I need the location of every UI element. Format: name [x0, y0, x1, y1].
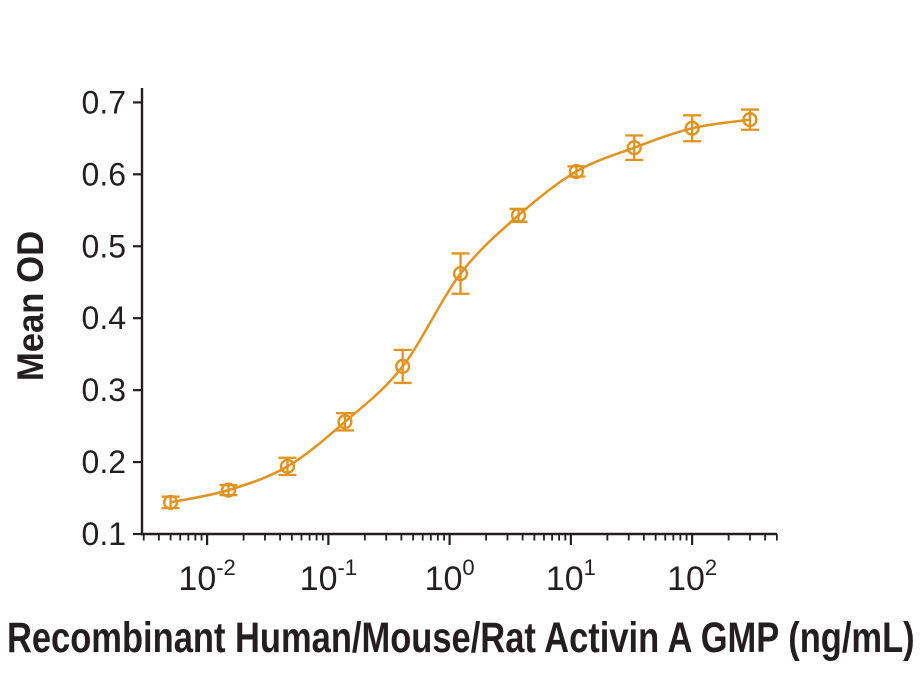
y-tick-label: 0.4	[82, 300, 126, 336]
y-axis-ticks: 0.1 0.2 0.3 0.4 0.5 0.6 0.7	[82, 84, 142, 552]
y-tick-label: 0.1	[82, 516, 126, 552]
data-point-marker	[568, 163, 584, 180]
x-axis-label: Recombinant Human/Mouse/Rat Activin A GM…	[6, 614, 915, 662]
axes	[140, 88, 777, 536]
x-axis-label-row: Recombinant Human/Mouse/Rat Activin A GM…	[0, 614, 921, 663]
data-point-marker	[163, 494, 179, 510]
y-tick-label: 0.7	[82, 84, 126, 120]
x-tick-label: 10-1	[300, 555, 357, 598]
data-point-marker	[452, 265, 469, 282]
y-axis-label: Mean OD	[10, 230, 51, 382]
data-point-marker	[684, 120, 700, 136]
y-tick-label: 0.5	[82, 228, 126, 264]
y-tick-label: 0.2	[82, 444, 126, 480]
data-points	[163, 112, 758, 510]
fit-curve	[170, 118, 751, 504]
error-bars	[161, 108, 759, 510]
data-point-marker	[279, 458, 296, 474]
y-tick-label: 0.3	[82, 372, 126, 408]
data-point-marker	[626, 140, 642, 156]
x-tick-label: 101	[546, 555, 596, 598]
data-point-marker	[395, 358, 411, 374]
data-point-marker	[337, 414, 353, 430]
x-tick-label: 102	[667, 555, 717, 598]
data-point-marker	[220, 482, 237, 498]
x-axis-ticks: 10-2 10-1 100 101 102	[142, 534, 778, 598]
x-tick-label: 10-2	[178, 555, 235, 598]
data-point-marker	[742, 112, 758, 128]
y-tick-label: 0.6	[82, 156, 126, 192]
data-point-marker	[510, 207, 527, 223]
x-tick-label: 100	[425, 555, 475, 598]
